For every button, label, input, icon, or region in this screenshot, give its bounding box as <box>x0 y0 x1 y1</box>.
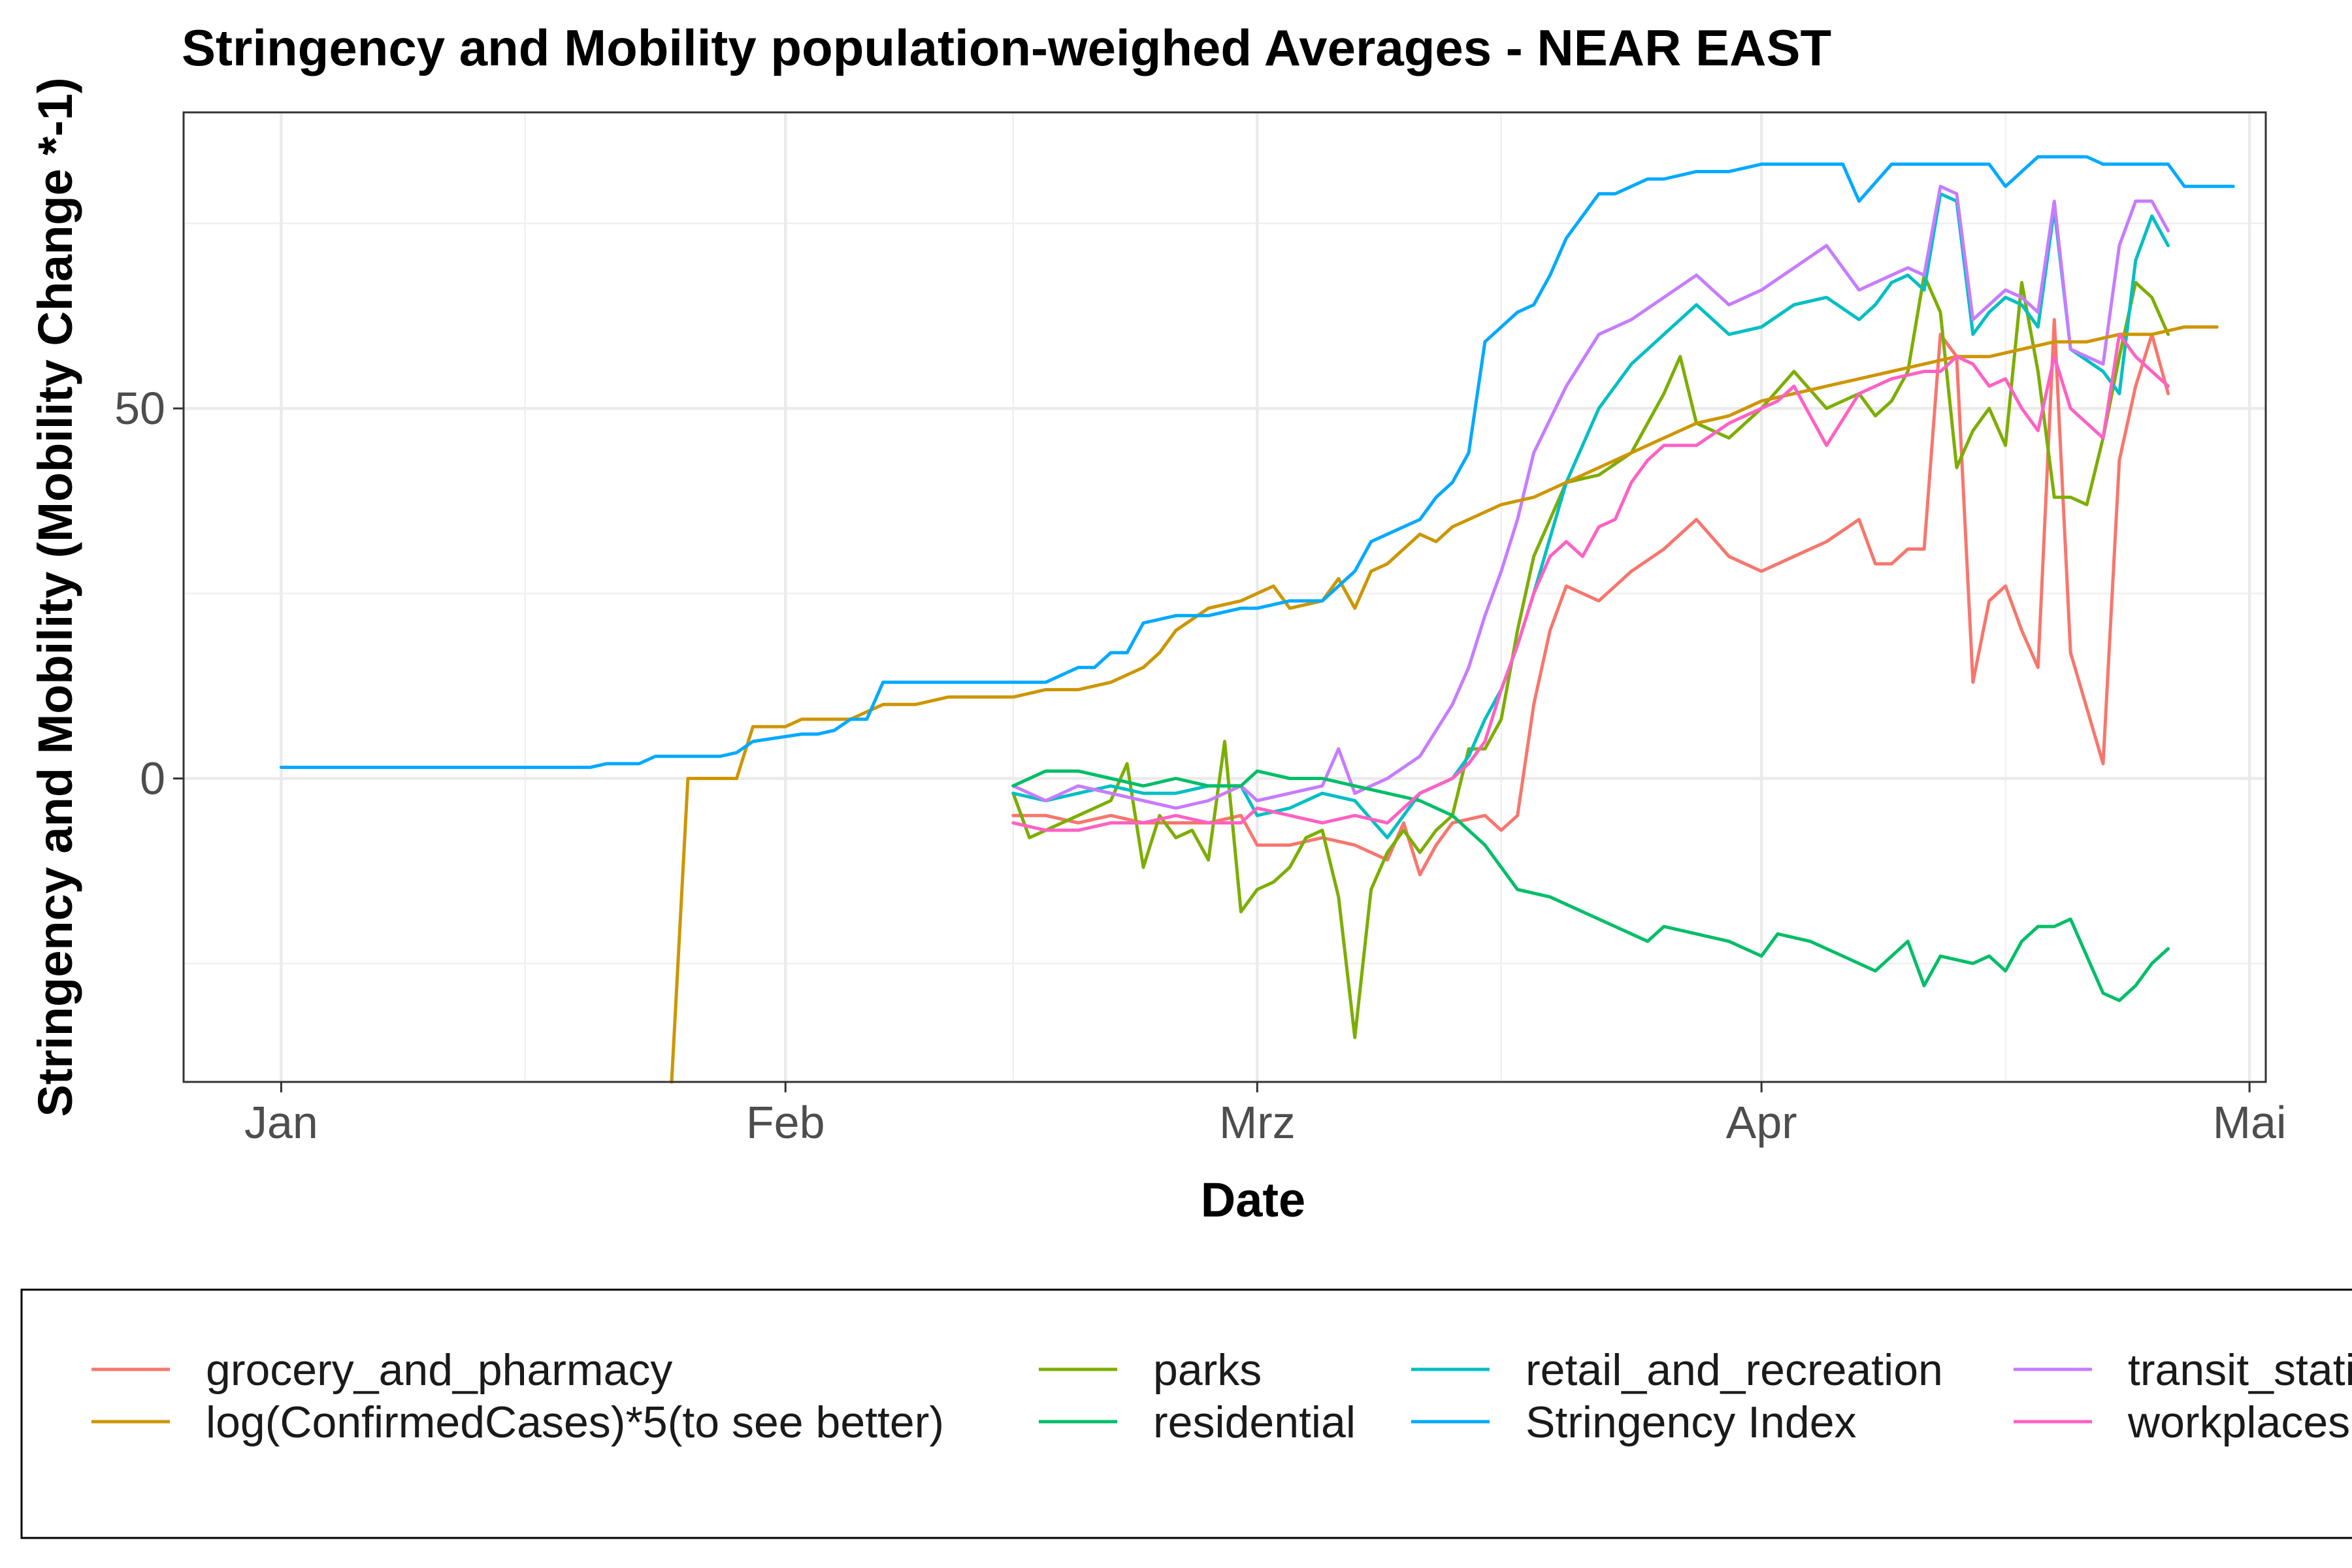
plot-panel <box>184 112 2266 1082</box>
legend-label: grocery_and_pharmacy <box>206 1345 672 1395</box>
legend-label: log(ConfirmedCases)*5(to see better) <box>206 1397 944 1447</box>
series-line-residential <box>1011 769 2170 1002</box>
legend-label: Stringency Index <box>1526 1397 1857 1447</box>
legend-label: parks <box>1153 1345 1262 1395</box>
legend-label: retail_and_recreation <box>1526 1345 1943 1395</box>
legend-label: workplaces <box>2127 1397 2350 1447</box>
legend-label: transit_stations <box>2128 1345 2352 1395</box>
legend: grocery_and_pharmacylog(ConfirmedCases)*… <box>91 1345 2352 1447</box>
series-line-workplaces <box>1011 333 2170 832</box>
series-line-parks <box>1011 273 2170 1039</box>
y-tick-label: 0 <box>140 753 165 804</box>
x-tick-label: Apr <box>1726 1097 1797 1148</box>
chart-title: Stringency and Mobility population-weigh… <box>182 19 1831 76</box>
x-tick-label: Mrz <box>1219 1097 1296 1148</box>
y-tick-label: 50 <box>114 383 165 434</box>
y-axis-title: Stringency and Mobility (Mobility Change… <box>28 77 82 1117</box>
series-line-grocery-and-pharmacy <box>1011 318 2170 877</box>
plot-border <box>182 111 2267 1083</box>
x-tick-label: Jan <box>244 1097 318 1148</box>
x-axis-title: Date <box>1201 1173 1305 1227</box>
legend-box <box>20 1288 2352 1539</box>
x-tick-label: Feb <box>746 1097 825 1148</box>
x-axis: Jan Feb Mrz Apr Mai <box>244 1082 2287 1148</box>
series-group <box>279 155 2235 1084</box>
legend-label: residential <box>1153 1397 1356 1447</box>
y-axis: 0 50 <box>114 383 184 804</box>
grid <box>184 112 2266 1082</box>
series-line-transit-stations <box>1011 184 2170 810</box>
x-tick-label: Mai <box>2213 1097 2287 1148</box>
series-line-log-confirmedcases-5-to-see-better <box>670 325 2219 1084</box>
series-line-stringency-index <box>279 155 2235 769</box>
